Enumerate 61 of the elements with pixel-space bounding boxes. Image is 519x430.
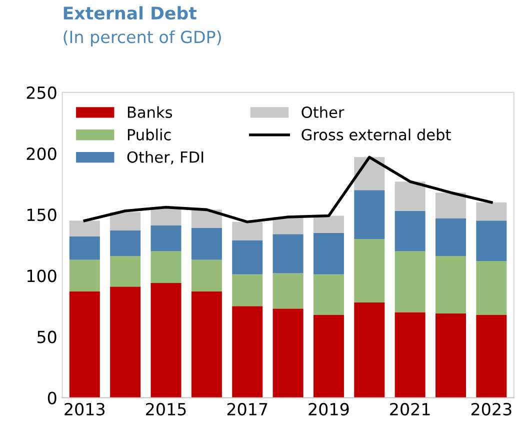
y-tick-label: 100 [27,270,56,282]
bar [354,190,385,239]
bar [110,230,141,256]
legend-label: Other, FDI [127,151,204,164]
bar [191,260,222,292]
bar [476,202,507,221]
y-tick-label: 150 [27,208,56,222]
x-tick-label: 2021 [390,402,430,416]
legend-label: Other [302,106,344,118]
bar [110,256,141,287]
bar [110,286,141,398]
bar [394,210,426,252]
bar [313,216,344,233]
bar [150,251,182,283]
bar [272,273,304,309]
x-tick-label: 2023 [471,402,512,416]
bar [272,308,304,398]
x-tick-label: 2019 [308,402,349,416]
y-tick-label: 0 [48,392,56,404]
bar [354,238,385,302]
y-tick-label: 250 [26,86,56,100]
bar [313,274,344,315]
bar [272,234,304,274]
bar [354,302,385,398]
legend-label: Gross external debt [302,128,451,140]
bar [476,220,507,261]
x-tick-label: 2013 [64,402,105,416]
bar [313,314,344,398]
bar [436,192,466,218]
bar [150,208,182,226]
bar [69,236,100,260]
chart-subtitle: (In percent of GDP) [64,30,221,46]
chart-title: External Debt [64,6,197,20]
x-tick-label: 2015 [146,402,186,416]
y-tick-label: 200 [26,147,56,160]
bar [150,282,182,398]
bar [476,314,507,398]
bar [394,251,426,312]
bar [394,312,426,398]
bar [150,226,182,252]
bar [232,274,263,306]
bar [272,217,304,234]
bar [110,212,141,230]
bar [191,292,222,398]
x-tick-label: 2017 [227,402,268,416]
bar [232,306,263,398]
bar [232,240,263,274]
legend-label: Public [128,128,171,140]
bar [69,292,100,398]
bar [191,228,222,260]
bar [436,218,466,256]
legend-label: Banks [128,106,172,118]
bar [476,260,507,315]
bar [69,220,100,237]
bar [394,182,426,211]
bar [232,222,263,240]
y-tick-label: 50 [37,330,56,344]
bar [436,256,466,314]
bar [313,232,344,274]
bar [436,313,466,398]
bar [69,260,100,292]
